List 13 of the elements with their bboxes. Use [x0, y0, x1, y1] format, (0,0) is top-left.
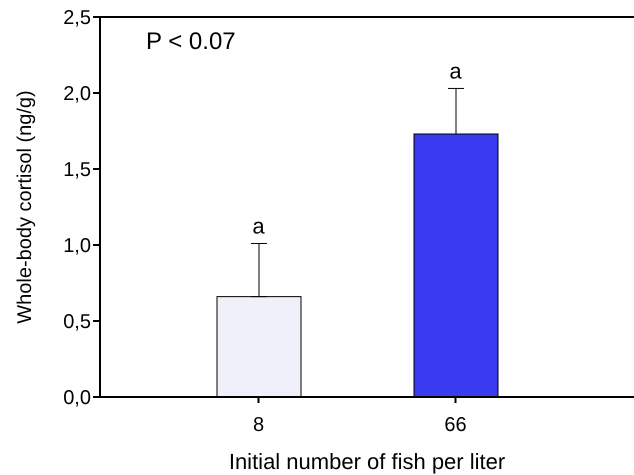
y-tick-label: 1,5 [63, 159, 91, 182]
annotation: a [449, 58, 462, 84]
annotation: a [252, 213, 266, 238]
y-axis-title: Whole-body cortisol (ng/g) [14, 90, 36, 324]
y-tick-label: 1,0 [63, 235, 91, 258]
y-tick-label: 0,5 [63, 311, 91, 334]
y-tick-label: 2,5 [63, 7, 91, 30]
x-tick-label: 66 [444, 414, 467, 436]
y-tick-label: 2,0 [63, 83, 91, 106]
x-tick-label: 8 [252, 414, 264, 436]
annotation: P < 0.07 [146, 28, 236, 56]
y-tick-label: 0,0 [63, 387, 91, 410]
x-axis-title: Initial number of fish per liter [228, 449, 506, 474]
